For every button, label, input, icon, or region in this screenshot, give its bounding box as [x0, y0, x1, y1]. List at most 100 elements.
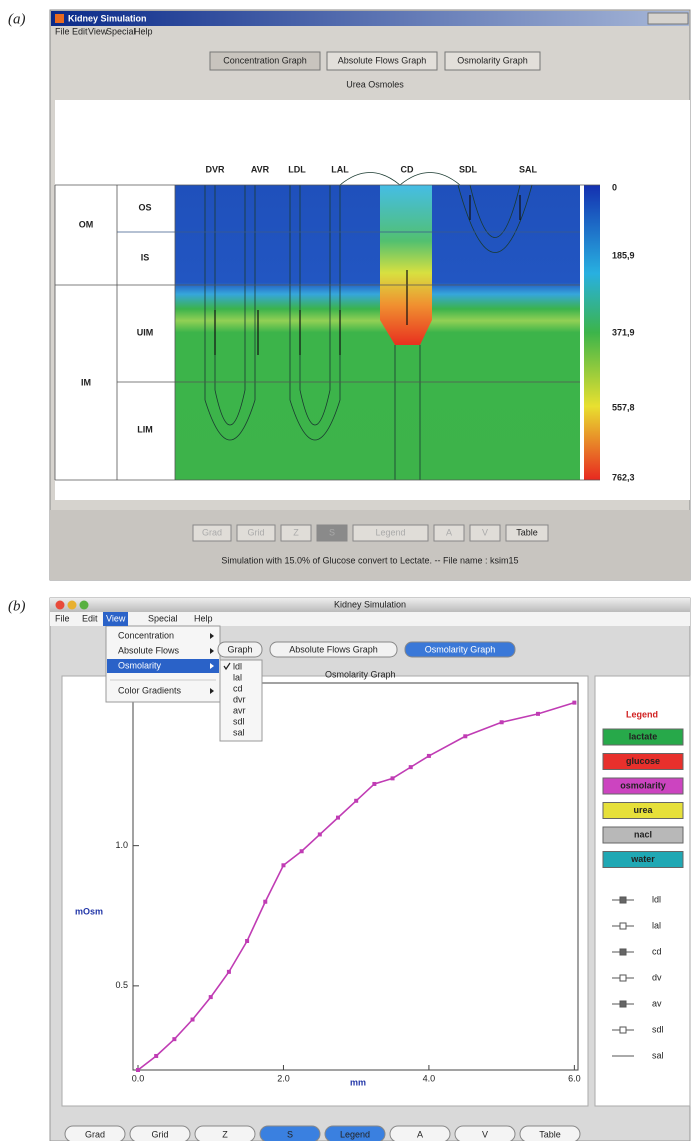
- heatmap: [175, 185, 580, 480]
- legend-key-marker: [620, 975, 626, 981]
- tab-label: Osmolarity Graph: [425, 644, 496, 654]
- button-label: Z: [293, 527, 299, 537]
- menu-item[interactable]: File: [55, 26, 70, 36]
- x-axis-label: mm: [350, 1077, 366, 1087]
- submenu-option[interactable]: lal: [233, 672, 242, 682]
- menu-item[interactable]: View: [106, 613, 126, 623]
- button-label: Grid: [151, 1129, 168, 1139]
- column-label: SDL: [459, 164, 478, 174]
- button-label: Table: [539, 1129, 561, 1139]
- tab-label: Concentration Graph: [223, 55, 307, 65]
- button-label: Legend: [375, 527, 405, 537]
- legend-key-label: dv: [652, 972, 662, 982]
- series-marker: [318, 832, 322, 836]
- menu-item[interactable]: File: [55, 613, 70, 623]
- submenu-option[interactable]: ldl: [233, 661, 242, 671]
- subzone-label: OS: [138, 202, 151, 212]
- graph-panel: [62, 676, 588, 1106]
- legend-key-marker: [620, 897, 626, 903]
- footer: [50, 510, 690, 580]
- button-label: S: [329, 527, 335, 537]
- page: Kidney Simulation {"panel_labels": ["(a)…: [0, 0, 696, 1141]
- series-marker: [209, 995, 213, 999]
- legend-swatch-label: urea: [633, 805, 653, 815]
- series-marker: [427, 754, 431, 758]
- legend-key-marker: [620, 949, 626, 955]
- menu-item[interactable]: Edit: [72, 26, 88, 36]
- legend-key-marker: [620, 923, 626, 929]
- column-label: AVR: [251, 164, 270, 174]
- submenu-option[interactable]: cd: [233, 683, 243, 693]
- button-label: Grad: [85, 1129, 105, 1139]
- menu-bar: [50, 612, 690, 626]
- menu-option[interactable]: Color Gradients: [118, 685, 182, 695]
- scale-label: 0: [612, 182, 617, 192]
- y-axis-label: mOsm: [75, 906, 103, 916]
- submenu-option[interactable]: sdl: [233, 716, 245, 726]
- menu-item[interactable]: Edit: [82, 613, 98, 623]
- submenu-option[interactable]: sal: [233, 727, 245, 737]
- legend-title: Legend: [626, 709, 658, 719]
- legend-key-marker: [620, 1027, 626, 1033]
- series-marker: [500, 720, 504, 724]
- cd-column: [380, 185, 432, 345]
- subzone-label: IS: [141, 252, 150, 262]
- column-label: DVR: [205, 164, 225, 174]
- legend-key-marker: [620, 1001, 626, 1007]
- series-marker: [372, 782, 376, 786]
- menu-item[interactable]: Special: [106, 26, 136, 36]
- series-marker: [191, 1018, 195, 1022]
- zoom-button[interactable]: [80, 601, 89, 610]
- legend-swatch-label: water: [630, 854, 655, 864]
- menu-item[interactable]: Help: [134, 26, 153, 36]
- menu-option[interactable]: Absolute Flows: [118, 645, 180, 655]
- series-marker: [172, 1037, 176, 1041]
- column-label: LDL: [288, 164, 306, 174]
- scale-label: 185,9: [612, 250, 635, 260]
- legend-key-label: cd: [652, 946, 662, 956]
- subtitle: Urea Osmoles: [346, 79, 404, 89]
- series-marker: [300, 849, 304, 853]
- submenu-option[interactable]: dvr: [233, 694, 246, 704]
- series-marker: [354, 799, 358, 803]
- scale-label: 557,8: [612, 402, 635, 412]
- y-tick-label: 0.5: [115, 980, 128, 990]
- button-label: S: [287, 1129, 293, 1139]
- column-label: SAL: [519, 164, 538, 174]
- tab-label: Absolute Flows Graph: [289, 644, 378, 654]
- menu-item[interactable]: Help: [194, 613, 213, 623]
- column-label: CD: [401, 164, 414, 174]
- legend-key-label: ldl: [652, 894, 661, 904]
- zone-label: IM: [81, 377, 91, 387]
- screenshot: (a) (b) Kidney Simulation: [0, 0, 696, 1141]
- menu-option[interactable]: Concentration: [118, 630, 174, 640]
- button-label: Table: [516, 527, 538, 537]
- app-icon: [55, 14, 64, 23]
- window-title: Kidney Simulation: [334, 599, 406, 609]
- menu-item[interactable]: Special: [148, 613, 178, 623]
- legend-swatch-label: nacl: [634, 829, 652, 839]
- series-marker: [136, 1068, 140, 1072]
- submenu-option[interactable]: avr: [233, 705, 246, 715]
- zone-label: OM: [79, 219, 94, 229]
- button-label: V: [482, 527, 488, 537]
- tab-label: Absolute Flows Graph: [338, 55, 427, 65]
- x-tick-label: 2.0: [277, 1073, 290, 1083]
- button-label: V: [482, 1129, 488, 1139]
- series-marker: [281, 863, 285, 867]
- series-marker: [227, 970, 231, 974]
- close-button[interactable]: [56, 601, 65, 610]
- window-controls[interactable]: [648, 13, 688, 24]
- button-label: A: [446, 527, 452, 537]
- menu-item[interactable]: View: [88, 26, 108, 36]
- button-label: Grad: [202, 527, 222, 537]
- button-label: Grid: [247, 527, 264, 537]
- menu-option[interactable]: Osmolarity: [118, 660, 162, 670]
- series-marker: [536, 712, 540, 716]
- button-label: Z: [222, 1129, 228, 1139]
- tab-label: Graph: [227, 644, 252, 654]
- minimize-button[interactable]: [68, 601, 77, 610]
- window-title: Kidney Simulation: [68, 13, 147, 23]
- y-tick-label: 1.0: [115, 840, 128, 850]
- series-marker: [409, 765, 413, 769]
